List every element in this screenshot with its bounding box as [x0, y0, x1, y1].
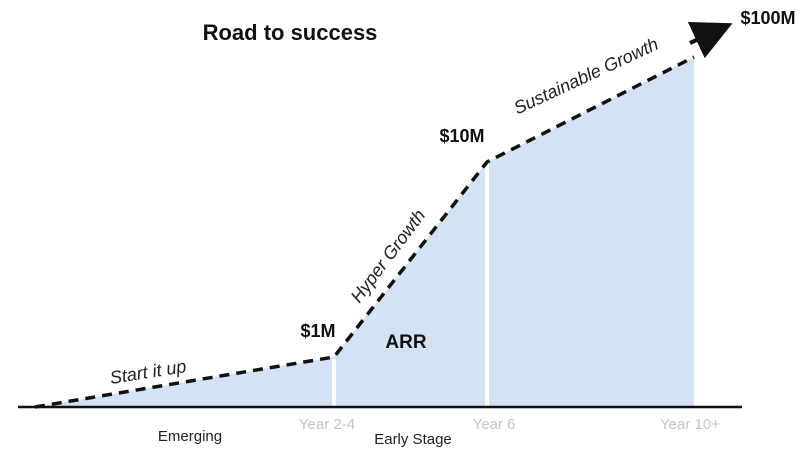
- x-tick-label: Year 10+: [660, 416, 720, 433]
- value-label: $100M: [740, 8, 795, 28]
- x-tick-label: Year 2-4: [299, 416, 355, 433]
- x-tick-label: Year 6: [473, 416, 516, 433]
- value-label: $10M: [439, 126, 484, 146]
- stage-label-early-stage: Early Stage: [374, 431, 452, 448]
- stage-label-emerging: Emerging: [158, 428, 222, 445]
- area-label: ARR: [385, 332, 426, 353]
- arr-area: [35, 57, 694, 407]
- value-label: $1M: [300, 321, 335, 341]
- chart-title: Road to success: [203, 20, 378, 45]
- growth-trend-line: [34, 55, 695, 409]
- growth-arrow: [687, 21, 733, 59]
